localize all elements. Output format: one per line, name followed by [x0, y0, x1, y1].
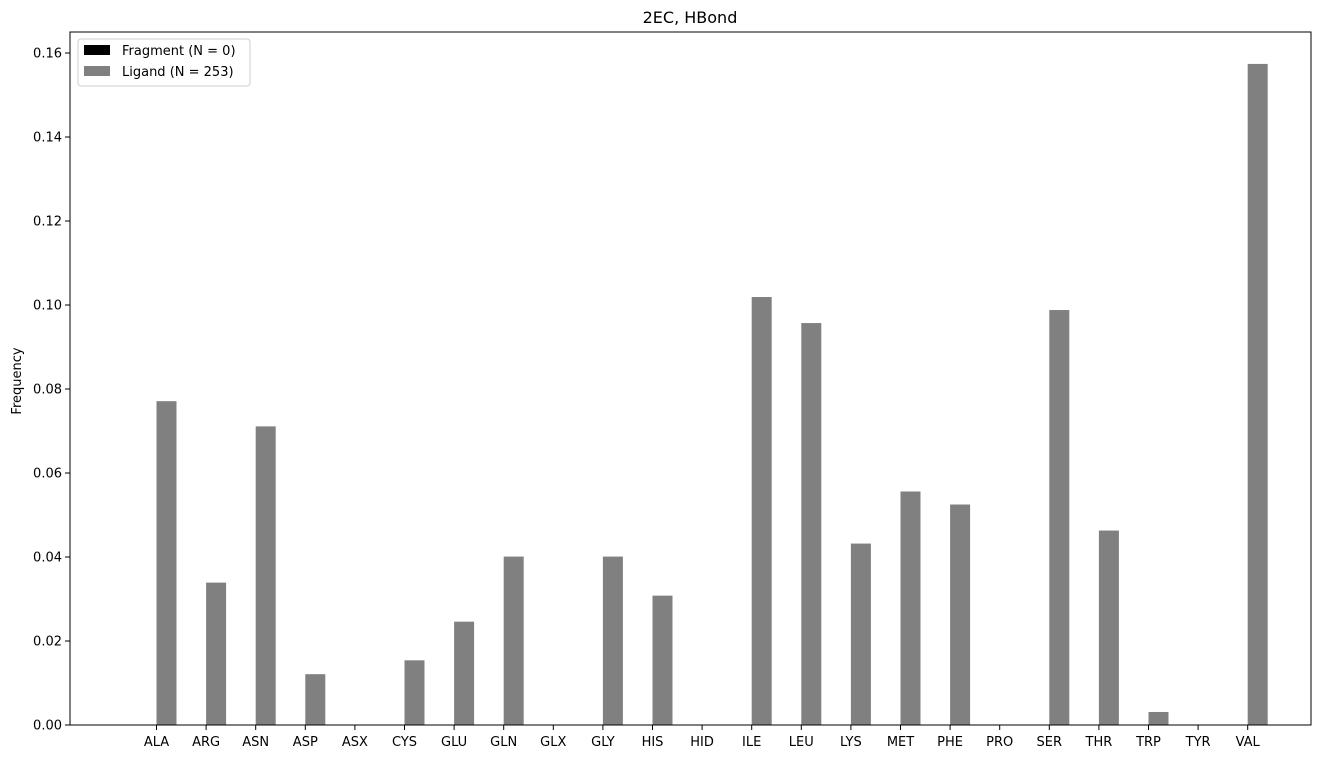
bar-ligand-ile: [751, 297, 772, 725]
x-tick-label: LYS: [840, 735, 862, 750]
bar-ligand-gln: [503, 556, 524, 725]
y-tick-label: 0.02: [33, 635, 62, 650]
y-tick-label: 0.10: [33, 299, 62, 314]
x-tick-label: ILE: [742, 735, 761, 750]
x-tick-label: ASP: [293, 735, 318, 750]
bar-ligand-leu: [801, 323, 822, 725]
x-tick-label: ARG: [192, 735, 220, 750]
x-tick-label: MET: [887, 735, 914, 750]
bar-ligand-thr: [1098, 530, 1119, 725]
y-axis-label: Frequency: [10, 347, 25, 414]
bar-ligand-ala: [156, 401, 177, 725]
x-tick-label: GLX: [540, 735, 566, 750]
bar-ligand-asn: [255, 426, 276, 725]
y-axis: 0.00 0.02 0.04 0.06 0.08 0.10 0.12 0.14 0.16: [33, 47, 70, 734]
x-tick-label: ASX: [342, 735, 368, 750]
bars-group: [156, 63, 1268, 726]
y-tick-label: 0.04: [33, 551, 62, 566]
bar-ligand-ser: [1049, 310, 1070, 725]
y-tick-label: 0.08: [33, 383, 62, 398]
x-tick-label: LEU: [789, 735, 814, 750]
chart-title: 2EC, HBond: [643, 8, 738, 27]
y-tick-label: 0.00: [33, 719, 62, 734]
x-tick-label: TYR: [1185, 735, 1211, 750]
bar-ligand-trp: [1148, 711, 1169, 725]
x-tick-label: PHE: [937, 735, 963, 750]
bar-ligand-phe: [950, 504, 971, 725]
y-tick-label: 0.14: [33, 131, 62, 146]
x-axis: ALA ARG ASN ASP ASX CYS GLU GLN GLX GLY HIS HID ILE L…: [144, 725, 1261, 750]
x-tick-label: HIS: [642, 735, 664, 750]
x-tick-label: CYS: [392, 735, 417, 750]
x-tick-label: GLU: [441, 735, 467, 750]
y-tick-label: 0.06: [33, 467, 62, 482]
bar-ligand-asp: [305, 674, 326, 725]
bar-ligand-gly: [602, 556, 623, 725]
legend-swatch: [84, 66, 110, 76]
legend: Fragment (N = 0) Ligand (N = 253): [77, 38, 251, 87]
x-tick-label: VAL: [1236, 735, 1261, 750]
y-tick-label: 0.16: [33, 47, 62, 62]
legend-box: [77, 38, 251, 87]
x-tick-label: TRP: [1135, 735, 1161, 750]
bar-ligand-met: [900, 491, 921, 725]
x-tick-label: THR: [1085, 735, 1113, 750]
x-tick-label: SER: [1037, 735, 1063, 750]
legend-swatch: [84, 45, 110, 55]
x-tick-label: GLN: [490, 735, 517, 750]
bar-ligand-val: [1247, 63, 1268, 726]
bar-ligand-his: [652, 595, 673, 725]
y-tick-label: 0.12: [33, 215, 62, 230]
x-tick-label: PRO: [986, 735, 1013, 750]
legend-label: Fragment (N = 0): [122, 44, 236, 59]
legend-label: Ligand (N = 253): [122, 65, 234, 80]
bar-ligand-arg: [206, 582, 227, 725]
x-tick-label: HID: [690, 735, 714, 750]
bar-ligand-glu: [454, 621, 475, 725]
x-tick-label: ALA: [144, 735, 169, 750]
bar-ligand-cys: [404, 660, 425, 725]
x-tick-label: ASN: [242, 735, 269, 750]
plot-frame: [69, 31, 1312, 726]
x-tick-label: GLY: [591, 735, 615, 750]
bar-ligand-lys: [850, 543, 871, 725]
